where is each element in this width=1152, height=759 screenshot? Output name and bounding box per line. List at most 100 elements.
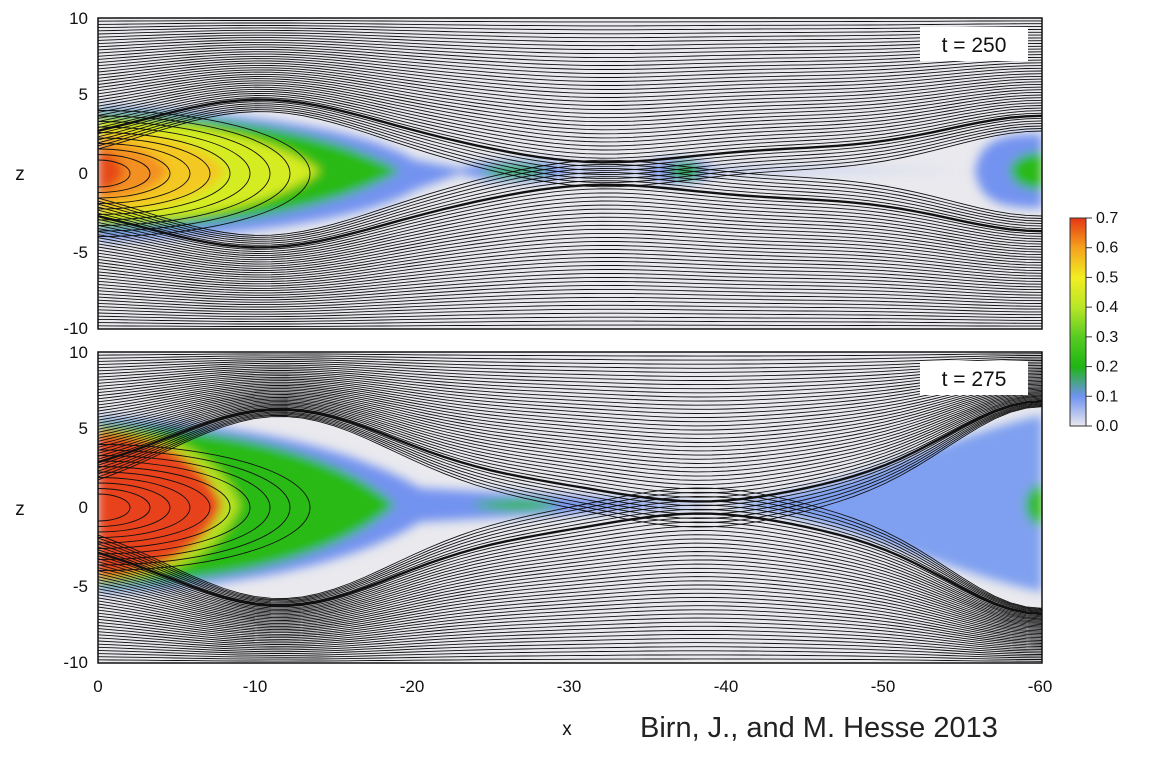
field-line xyxy=(98,284,1042,303)
field-line xyxy=(98,86,1042,139)
closed-field-loop xyxy=(98,477,191,538)
field-line xyxy=(98,22,1042,27)
field-line xyxy=(98,364,1042,386)
panel-top-label: t = 250 xyxy=(942,34,1007,57)
field-line xyxy=(98,386,1042,448)
field-line xyxy=(98,20,1042,23)
y-tick-label: 10 xyxy=(69,9,88,28)
field-line xyxy=(98,53,1042,78)
x-tick-label: -50 xyxy=(871,677,896,696)
field-line xyxy=(98,638,1042,654)
field-line xyxy=(98,361,1042,377)
closed-field-loop xyxy=(98,455,271,560)
field-line xyxy=(98,376,1042,419)
field-line xyxy=(98,176,1042,244)
field-line xyxy=(98,363,1042,381)
field-line xyxy=(98,375,1042,414)
field-line xyxy=(98,538,1042,621)
field-line xyxy=(98,500,1042,612)
field-line xyxy=(98,93,1042,151)
field-line xyxy=(98,51,1042,74)
field-line xyxy=(98,55,1042,82)
panel-bottom-label-box xyxy=(920,361,1028,395)
field-line xyxy=(98,374,1042,410)
field-line xyxy=(98,308,1042,318)
field-line xyxy=(98,379,1042,427)
field-line xyxy=(98,236,1042,276)
field-line xyxy=(98,487,1042,609)
panel-bottom-frame xyxy=(97,351,1043,664)
field-line xyxy=(98,394,1042,477)
field-line xyxy=(98,273,1042,296)
field-line xyxy=(98,382,1042,435)
field-line xyxy=(98,658,1042,662)
field-line xyxy=(98,629,1042,651)
field-line xyxy=(98,261,1042,289)
field-line xyxy=(98,249,1042,283)
closed-field-loop xyxy=(98,115,291,232)
field-line xyxy=(98,240,1042,278)
field-line xyxy=(98,103,1042,171)
field-line xyxy=(98,192,1042,252)
field-line xyxy=(98,546,1042,623)
y-tick-label: -5 xyxy=(73,243,88,262)
colorbar-tick-label: 0.6 xyxy=(1096,240,1118,257)
field-line xyxy=(98,220,1042,267)
field-line xyxy=(98,395,1042,481)
field-line xyxy=(98,46,1042,66)
field-line xyxy=(98,277,1042,299)
field-line xyxy=(98,58,1042,86)
field-line xyxy=(98,172,1042,242)
top-region-blue-right xyxy=(975,134,1042,208)
y-tick-label: -10 xyxy=(63,319,88,338)
field-line xyxy=(98,82,1042,131)
colorbar-tick-label: 0.5 xyxy=(1096,269,1118,286)
field-line xyxy=(98,371,1042,402)
closed-field-loop xyxy=(98,466,231,549)
field-line xyxy=(98,654,1042,660)
field-line xyxy=(98,304,1042,315)
y-tick-label: 0 xyxy=(79,498,88,517)
bottom-region-green-streak xyxy=(470,499,560,511)
field-line xyxy=(98,288,1042,306)
field-line xyxy=(98,617,1042,646)
source-credit: Birn, J., and M. Hesse 2013 xyxy=(640,712,998,744)
field-line xyxy=(98,613,1042,644)
field-line xyxy=(98,508,1042,614)
field-line xyxy=(98,257,1042,287)
closed-field-loop xyxy=(98,126,251,221)
field-line xyxy=(98,392,1042,469)
field-line xyxy=(98,353,1042,357)
panel-top-field-lines xyxy=(98,20,1042,327)
field-line xyxy=(98,642,1042,655)
colorbar-tick-label: 0.0 xyxy=(1096,418,1118,435)
field-line xyxy=(98,368,1042,394)
field-line xyxy=(98,625,1042,649)
field-line xyxy=(98,67,1042,103)
field-line xyxy=(98,646,1042,657)
field-line xyxy=(98,396,1042,485)
field-line xyxy=(98,27,1042,35)
x-ticks: 0 -10 -20 -30 -40 -50 -60 xyxy=(93,677,1052,696)
field-line xyxy=(98,621,1042,647)
closed-field-loop xyxy=(98,488,151,527)
field-line xyxy=(98,48,1042,70)
field-line xyxy=(98,530,1042,619)
field-line xyxy=(98,383,1042,439)
y-tick-label: 0 xyxy=(79,164,88,183)
field-line xyxy=(98,572,1042,631)
y-tick-label: -5 xyxy=(73,577,88,596)
field-line xyxy=(98,588,1042,636)
field-line xyxy=(98,109,1042,184)
field-line xyxy=(98,358,1042,369)
field-line xyxy=(98,525,1042,618)
field-line xyxy=(98,41,1042,59)
field-line xyxy=(98,34,1042,47)
field-line xyxy=(98,402,1042,511)
field-line xyxy=(98,224,1042,269)
field-line xyxy=(98,265,1042,292)
closed-field-loop xyxy=(98,132,231,215)
x-tick-label: -20 xyxy=(400,677,425,696)
field-line xyxy=(98,29,1042,39)
field-line xyxy=(98,269,1042,294)
